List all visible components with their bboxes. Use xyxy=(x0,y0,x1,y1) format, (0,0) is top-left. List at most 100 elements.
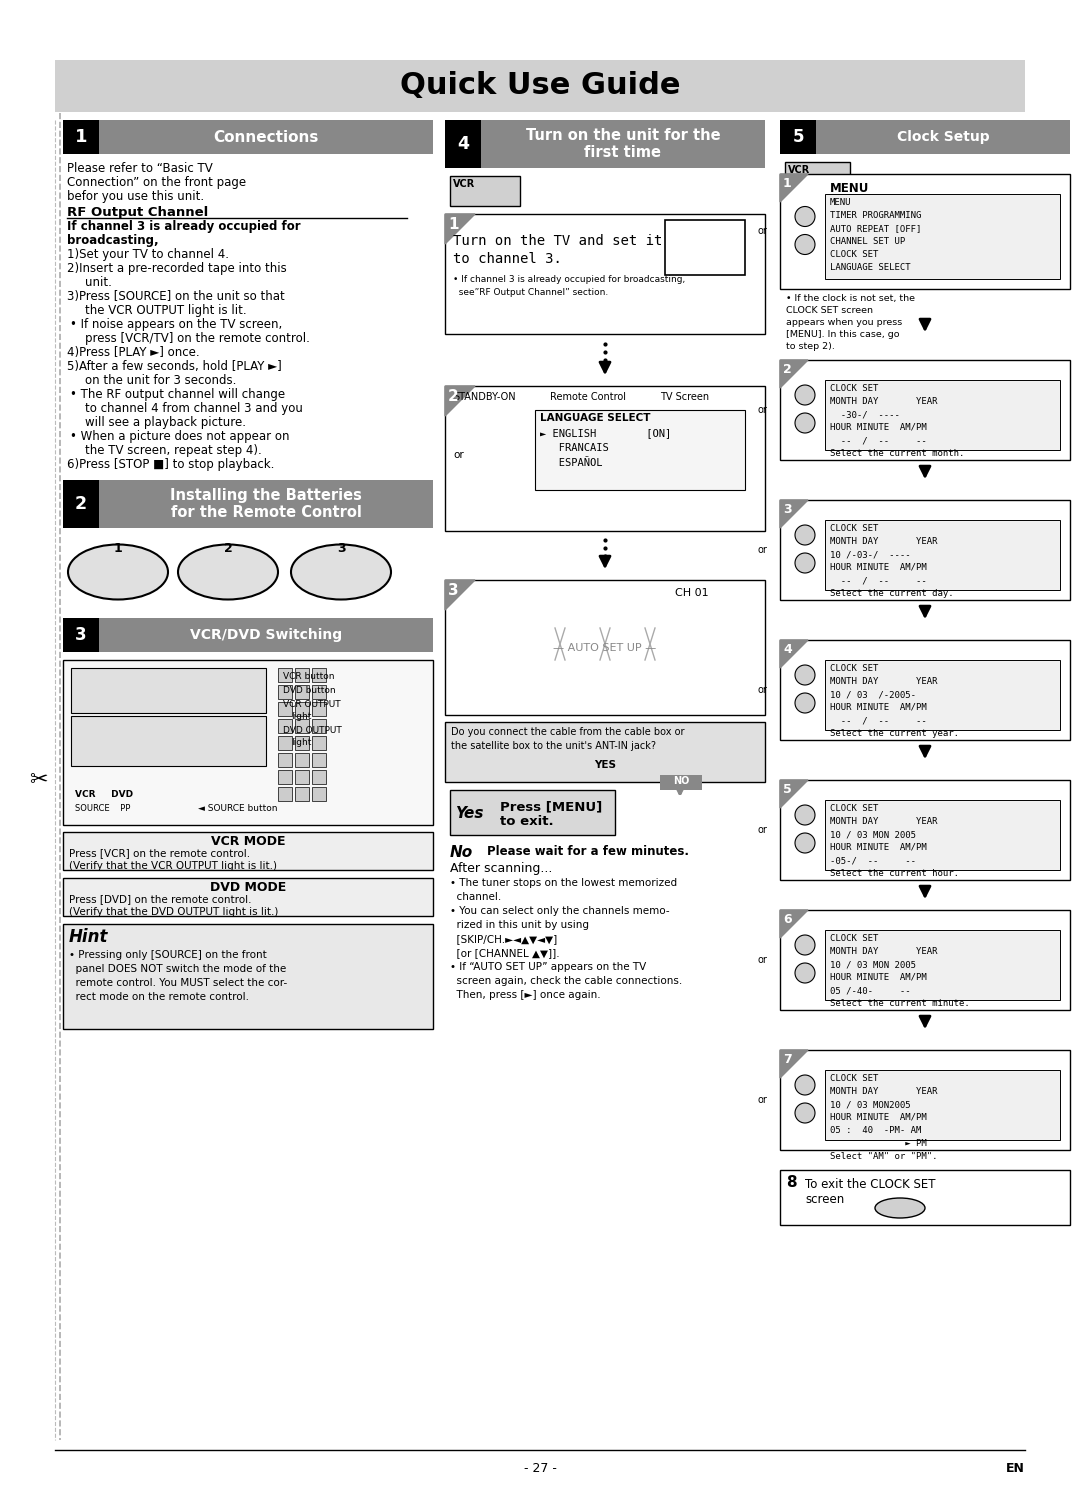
Bar xyxy=(780,360,1070,459)
Bar xyxy=(63,833,433,870)
Bar xyxy=(780,500,1070,599)
Bar xyxy=(295,720,309,733)
Text: 3: 3 xyxy=(448,583,459,598)
Text: CLOCK SET: CLOCK SET xyxy=(831,384,878,393)
Text: 05 :  40  -PM- AM: 05 : 40 -PM- AM xyxy=(831,1126,921,1135)
Text: CLOCK SET: CLOCK SET xyxy=(831,665,878,674)
Bar xyxy=(278,787,292,801)
Text: Clock Setup: Clock Setup xyxy=(896,129,989,144)
Text: MONTH DAY       YEAR: MONTH DAY YEAR xyxy=(831,397,937,406)
Ellipse shape xyxy=(178,544,278,599)
Bar xyxy=(312,668,326,683)
Text: 3)Press [SOURCE] on the unit so that: 3)Press [SOURCE] on the unit so that xyxy=(67,290,285,303)
Polygon shape xyxy=(445,387,475,416)
Bar xyxy=(825,800,1059,870)
Text: [SKIP/CH.►◄▲▼◄▼]: [SKIP/CH.►◄▲▼◄▼] xyxy=(450,934,557,944)
Text: -30-/  ----: -30-/ ---- xyxy=(831,410,900,419)
Circle shape xyxy=(795,413,815,433)
Text: 1)Set your TV to channel 4.: 1)Set your TV to channel 4. xyxy=(67,248,229,262)
Bar xyxy=(450,790,615,836)
Polygon shape xyxy=(445,580,475,610)
Bar xyxy=(665,220,745,275)
Bar xyxy=(63,619,99,651)
Bar xyxy=(71,717,266,766)
Text: 8: 8 xyxy=(786,1175,797,1190)
Text: light: light xyxy=(291,712,311,721)
Text: 7: 7 xyxy=(783,1053,792,1066)
Text: VCR: VCR xyxy=(788,165,810,175)
Text: Connection” on the front page: Connection” on the front page xyxy=(67,175,246,189)
Bar xyxy=(278,686,292,699)
Text: VCR MODE: VCR MODE xyxy=(211,836,285,848)
Text: ESPAÑOL: ESPAÑOL xyxy=(540,458,603,468)
Text: 4: 4 xyxy=(457,135,469,153)
Text: STANDBY-ON: STANDBY-ON xyxy=(453,393,515,401)
Bar xyxy=(780,1050,1070,1149)
Text: HOUR MINUTE  AM/PM: HOUR MINUTE AM/PM xyxy=(831,422,927,433)
Text: Quick Use Guide: Quick Use Guide xyxy=(400,71,680,101)
Text: DVD button: DVD button xyxy=(283,686,336,694)
Text: • You can select only the channels memo-: • You can select only the channels memo- xyxy=(450,906,670,916)
Text: (Verify that the VCR OUTPUT light is lit.): (Verify that the VCR OUTPUT light is lit… xyxy=(69,861,276,871)
Text: CLOCK SET screen: CLOCK SET screen xyxy=(786,306,873,315)
Text: 3: 3 xyxy=(337,541,346,555)
Bar xyxy=(660,775,702,790)
Text: Turn on the unit for the
first time: Turn on the unit for the first time xyxy=(526,128,720,161)
Text: • When a picture does not appear on: • When a picture does not appear on xyxy=(70,430,289,443)
Text: CLOCK SET: CLOCK SET xyxy=(831,1074,878,1083)
Text: HOUR MINUTE  AM/PM: HOUR MINUTE AM/PM xyxy=(831,972,927,981)
Text: • Pressing only [SOURCE] on the front: • Pressing only [SOURCE] on the front xyxy=(69,950,267,961)
Text: or: or xyxy=(757,226,767,236)
Text: -05-/  --     --: -05-/ -- -- xyxy=(831,857,916,865)
Text: to channel 3.: to channel 3. xyxy=(453,251,562,266)
Text: To exit the CLOCK SET: To exit the CLOCK SET xyxy=(805,1178,935,1191)
Text: 1: 1 xyxy=(448,217,459,232)
Bar xyxy=(312,720,326,733)
Text: CLOCK SET: CLOCK SET xyxy=(831,250,878,259)
Bar xyxy=(780,639,1070,741)
Text: screen: screen xyxy=(805,1193,845,1206)
Bar xyxy=(63,877,433,916)
Bar xyxy=(785,162,850,190)
Text: ► PM: ► PM xyxy=(831,1139,927,1148)
Bar xyxy=(445,580,765,715)
Text: 3: 3 xyxy=(76,626,86,644)
Text: 2: 2 xyxy=(75,495,87,513)
Bar xyxy=(825,1071,1059,1141)
Text: HOUR MINUTE  AM/PM: HOUR MINUTE AM/PM xyxy=(831,703,927,712)
Text: — AUTO SET UP —: — AUTO SET UP — xyxy=(553,642,657,653)
Text: 5: 5 xyxy=(783,784,792,796)
Polygon shape xyxy=(780,500,808,528)
Text: Select the current day.: Select the current day. xyxy=(831,589,954,598)
Circle shape xyxy=(795,385,815,404)
Bar xyxy=(780,120,816,155)
Text: SOURCE    PP: SOURCE PP xyxy=(75,804,131,813)
Text: No: No xyxy=(450,845,473,859)
Text: rized in this unit by using: rized in this unit by using xyxy=(450,920,589,929)
Bar xyxy=(825,660,1059,730)
Text: [or [CHANNEL ▲▼]].: [or [CHANNEL ▲▼]]. xyxy=(450,949,559,958)
Text: YES: YES xyxy=(594,760,616,770)
Text: HOUR MINUTE  AM/PM: HOUR MINUTE AM/PM xyxy=(831,1112,927,1123)
Text: 1: 1 xyxy=(113,541,122,555)
Text: CLOCK SET: CLOCK SET xyxy=(831,804,878,813)
Text: or: or xyxy=(757,1094,767,1105)
Text: 2: 2 xyxy=(783,363,792,376)
Text: Please wait for a few minutes.: Please wait for a few minutes. xyxy=(487,845,689,858)
Bar xyxy=(63,120,99,155)
Bar xyxy=(445,387,765,531)
Ellipse shape xyxy=(875,1199,924,1218)
Circle shape xyxy=(795,833,815,854)
Text: • If noise appears on the TV screen,: • If noise appears on the TV screen, xyxy=(70,318,282,332)
Bar xyxy=(278,752,292,767)
Text: Please refer to “Basic TV: Please refer to “Basic TV xyxy=(67,162,213,175)
Text: HOUR MINUTE  AM/PM: HOUR MINUTE AM/PM xyxy=(831,564,927,572)
Text: --  /  --     --: -- / -- -- xyxy=(831,575,927,584)
Text: Select the current hour.: Select the current hour. xyxy=(831,868,959,877)
Text: DVD MODE: DVD MODE xyxy=(210,880,286,894)
Bar xyxy=(312,736,326,749)
Circle shape xyxy=(795,1103,815,1123)
Text: rect mode on the remote control.: rect mode on the remote control. xyxy=(69,992,249,1002)
Text: or: or xyxy=(757,955,767,965)
Text: 2)Insert a pre-recorded tape into this: 2)Insert a pre-recorded tape into this xyxy=(67,262,287,275)
